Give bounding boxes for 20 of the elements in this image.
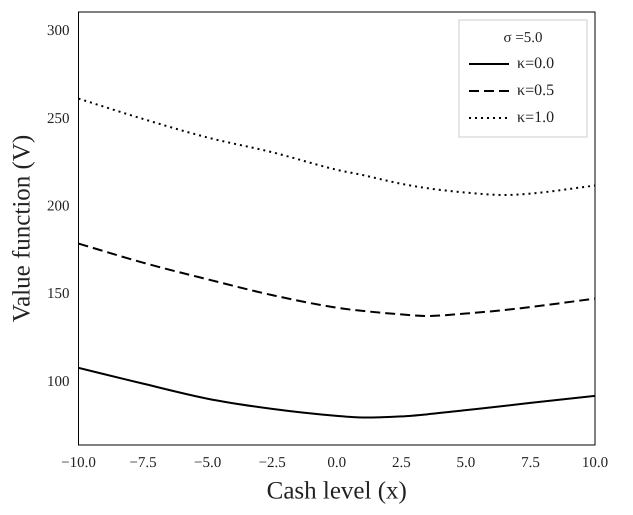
legend-title: σ =5.0 [503,30,543,46]
x-tick-label: −5.0 [194,454,222,471]
x-axis-title: Cash level (x) [266,478,407,505]
x-tick-label: 7.5 [521,454,540,471]
x-tick-label: −10.0 [61,454,96,471]
x-tick-label: 2.5 [392,454,411,471]
y-tick-label: 200 [47,198,70,215]
y-axis-title: Value function (V) [8,134,36,322]
y-tick-label: 250 [47,110,70,127]
x-tick-label: 10.0 [582,454,608,471]
legend-label: κ=0.5 [517,82,554,100]
x-tick-label: 5.0 [456,454,476,471]
y-tick-label: 100 [47,374,70,390]
legend-label: κ=1.0 [517,109,554,126]
x-tick-label: −2.5 [258,454,286,471]
y-tick-label: 150 [47,286,70,302]
x-tick-label: 0.0 [327,454,346,471]
y-tick-label: 300 [47,23,70,40]
legend-label: κ=0.0 [517,55,554,72]
x-tick-label: −7.5 [129,454,157,471]
